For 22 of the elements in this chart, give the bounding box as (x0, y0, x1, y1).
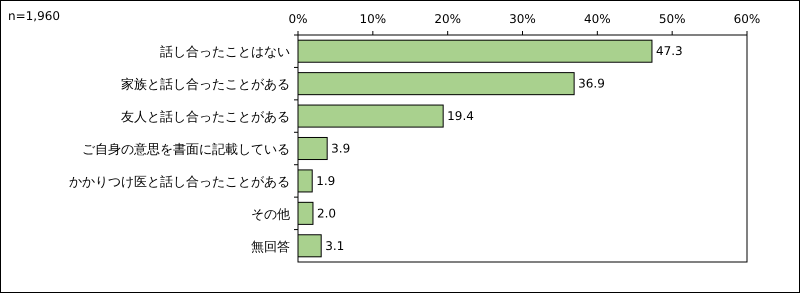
text: n=1,960 (8, 9, 60, 23)
y-tick-label: 家族と話し合ったことがある (121, 76, 290, 93)
y-tick-label: 無回答 (251, 240, 290, 255)
data-label: 2.0 (316, 206, 336, 220)
data-label: 47.3 (656, 44, 683, 58)
data-label: 3.9 (331, 142, 350, 156)
y-tick-label: ご自身の意思を書面に記載している (82, 142, 290, 158)
y-tick-label: 友人と話し合ったことがある (121, 110, 290, 126)
data-label: 1.9 (316, 174, 336, 188)
x-tick-label: 20% (434, 12, 462, 26)
x-tick-label: 50% (658, 12, 686, 26)
x-tick-label: 0% (288, 12, 308, 26)
y-tick-label: その他 (251, 207, 290, 222)
data-label: 36.9 (578, 76, 605, 91)
y-tick-label: かかりつけ医と話し合ったことがある (69, 174, 290, 190)
data-label: 19.4 (447, 109, 474, 124)
x-tick-label: 40% (584, 12, 611, 26)
data-label: 3.1 (325, 238, 344, 253)
y-tick-label: 話し合ったことはない (160, 45, 290, 60)
x-tick-label: 10% (359, 12, 386, 26)
x-tick-label: 60% (734, 12, 760, 26)
x-tick-label: 30% (509, 12, 536, 26)
